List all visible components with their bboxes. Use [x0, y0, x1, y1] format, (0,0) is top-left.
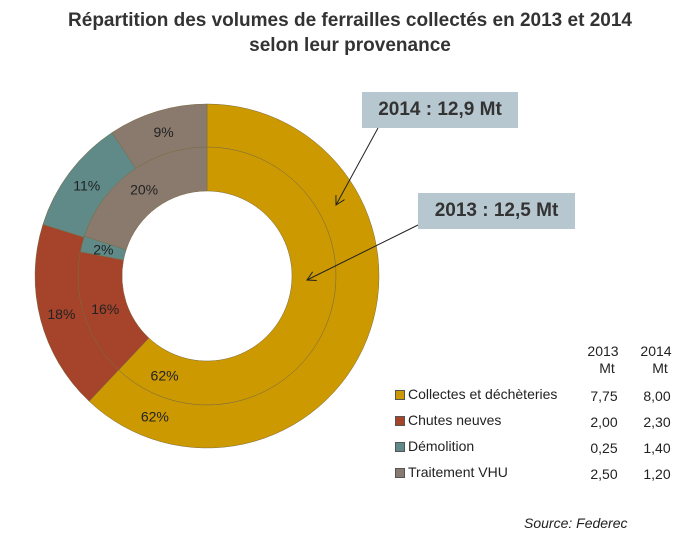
header-2014-year: 2014 [640, 343, 672, 359]
data-label-2014-2: 11% [73, 177, 100, 193]
legend-item: Traitement VHU [395, 464, 508, 480]
legend-label: Collectes et déchèteries [408, 386, 558, 402]
legend-label: Démolition [408, 438, 475, 454]
legend-item: Chutes neuves [395, 412, 501, 428]
header-2013-unit: Mt [599, 360, 615, 376]
table-value-2014: 8,00 [643, 388, 671, 404]
data-label-2014-3: 9% [154, 124, 174, 140]
slice-2014-0 [88, 103, 380, 449]
arrow-2014 [336, 127, 379, 205]
data-label-2014-0: 62% [141, 409, 169, 425]
data-label-2013-1: 16% [91, 301, 119, 317]
header-2014-unit: Mt [652, 360, 668, 376]
table-value-2013: 2,00 [590, 414, 618, 430]
slice-2014-3 [111, 103, 208, 169]
table-value-2014: 1,40 [643, 440, 671, 456]
legend-label: Chutes neuves [408, 412, 502, 428]
chart-subtitle: selon leur provenance [249, 35, 451, 56]
table-value-2014: 1,20 [643, 466, 671, 482]
data-label-2013-2: 2% [93, 241, 113, 257]
table-value-2013: 0,25 [590, 440, 618, 456]
callout-2013: 2013 : 12,5 Mt [418, 193, 575, 229]
table-value-2014: 2,30 [643, 414, 671, 430]
header-2013-year: 2013 [587, 343, 619, 359]
source-note: Source: Federec [524, 515, 628, 531]
legend-item: Démolition [395, 438, 474, 454]
arrow-2013 [307, 224, 419, 280]
legend-label: Traitement VHU [408, 464, 508, 480]
data-label-2013-3: 20% [130, 181, 158, 197]
table-value-2013: 2,50 [590, 466, 618, 482]
callout-2014: 2014 : 12,9 Mt [362, 92, 518, 128]
table-value-2013: 7,75 [590, 388, 618, 404]
data-label-2013-0: 62% [151, 367, 179, 383]
legend-swatch [395, 416, 405, 427]
legend-swatch [395, 390, 405, 401]
legend-swatch [395, 468, 405, 479]
legend-swatch [395, 442, 405, 453]
legend-item: Collectes et déchèteries [395, 386, 557, 402]
chart-title: Répartition des volumes de ferrailles co… [68, 10, 632, 31]
data-label-2014-1: 18% [47, 306, 75, 322]
